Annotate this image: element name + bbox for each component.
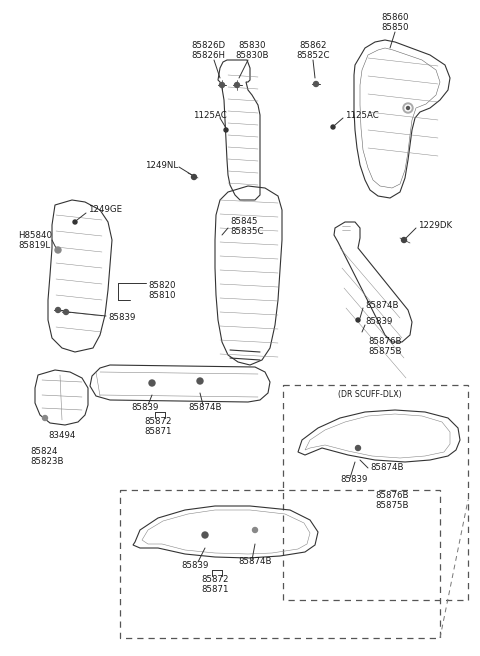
Bar [120,490,440,638]
Circle shape [356,445,360,451]
Text: 85839: 85839 [340,476,367,485]
Text: 85819L: 85819L [18,241,50,249]
Text: 85845: 85845 [230,218,257,226]
Text: 1249GE: 1249GE [88,205,122,215]
Text: 85830B: 85830B [235,52,269,60]
Text: 85850: 85850 [381,24,409,33]
Circle shape [43,415,48,420]
Circle shape [331,125,335,129]
Text: 85839: 85839 [365,318,392,327]
Text: 85835C: 85835C [230,228,264,237]
Circle shape [313,81,319,87]
Circle shape [63,310,69,314]
Text: 85839: 85839 [108,314,135,323]
Text: 85876B: 85876B [375,491,408,499]
Circle shape [197,378,203,384]
Text: 85862: 85862 [299,41,327,51]
Text: 85872: 85872 [201,575,229,584]
Text: 83494: 83494 [48,430,76,440]
Text: 85875B: 85875B [375,501,408,510]
Text: 85871: 85871 [144,428,172,436]
Circle shape [192,174,196,180]
Text: 85871: 85871 [201,586,229,594]
Circle shape [219,83,225,87]
Text: H85840: H85840 [18,230,52,239]
Text: (DR SCUFF-DLX): (DR SCUFF-DLX) [338,390,402,400]
Text: 85820: 85820 [148,281,176,289]
Circle shape [56,308,60,312]
Bar [283,385,468,600]
Text: 85875B: 85875B [368,348,401,356]
Text: 85860: 85860 [381,14,409,22]
Circle shape [73,220,77,224]
Text: 1249NL: 1249NL [145,161,178,169]
Text: 1125AC: 1125AC [193,110,227,119]
Text: 85874B: 85874B [238,558,272,567]
Text: 85874B: 85874B [370,464,404,472]
Circle shape [356,318,360,322]
Text: 85826H: 85826H [191,52,225,60]
Circle shape [407,106,409,110]
Circle shape [224,128,228,132]
Text: 1229DK: 1229DK [418,220,452,230]
Circle shape [403,103,413,113]
Text: 1125AC: 1125AC [345,110,379,119]
Circle shape [55,247,61,253]
Circle shape [235,83,240,87]
Circle shape [401,237,407,243]
Circle shape [149,380,155,386]
Text: 85874B: 85874B [188,403,222,413]
Circle shape [252,527,257,533]
Text: 85872: 85872 [144,417,172,426]
Text: 85852C: 85852C [296,52,330,60]
Text: 85830: 85830 [238,41,266,51]
Text: 85839: 85839 [132,403,159,413]
Text: 85824: 85824 [30,447,58,457]
Circle shape [202,532,208,538]
Circle shape [405,105,411,111]
Text: 85876B: 85876B [368,337,401,346]
Text: 85823B: 85823B [30,457,63,466]
Text: 85874B: 85874B [365,300,398,310]
Text: 85839: 85839 [181,560,209,569]
Text: 85826D: 85826D [191,41,225,51]
Text: 85810: 85810 [148,291,176,300]
